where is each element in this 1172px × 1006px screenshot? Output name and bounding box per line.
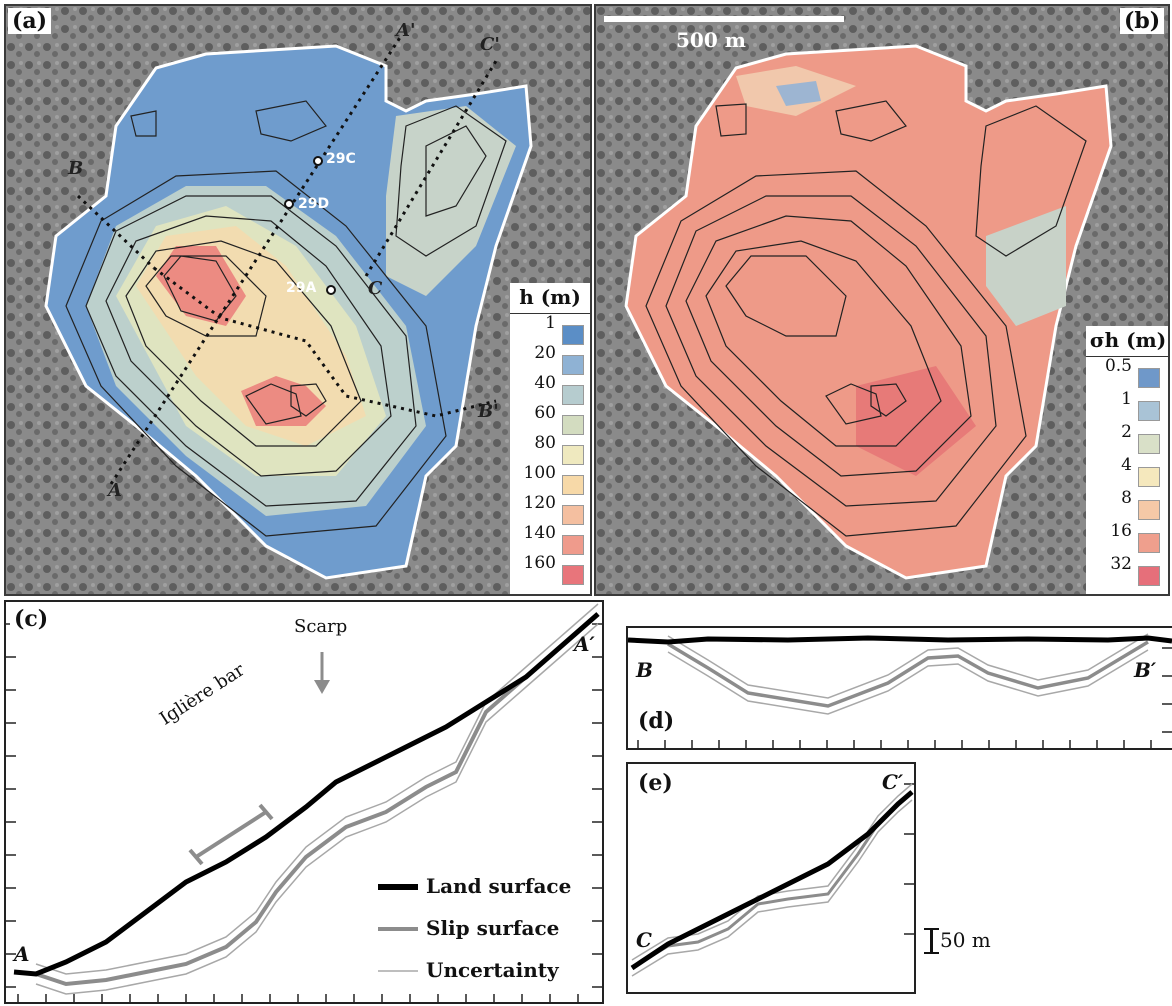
igliere-bar-line: [194, 810, 268, 859]
legend-swatch: [1138, 500, 1160, 520]
panel-a-tag: (a): [8, 8, 52, 34]
legend-value: 40: [534, 373, 556, 393]
legend-swatch: [1138, 401, 1160, 421]
legend-swatch: [1138, 467, 1160, 487]
legend-value: 160: [523, 553, 556, 573]
panel-b-tag: (b): [1120, 8, 1165, 34]
legend-value: 1: [1121, 389, 1132, 409]
panel-c-profile: (c) A A′ Scarp Iglière bar Land surface …: [4, 600, 604, 1004]
profile-b-svg: [627, 633, 1172, 748]
profile-b-end-label: B′: [1134, 658, 1157, 682]
uncertainty-upper-line: [35, 603, 599, 975]
vertical-scale-bar: [930, 928, 933, 954]
profile-a-end-label: A′: [574, 632, 595, 656]
scarp-label: Scarp: [294, 616, 348, 637]
depth-legend: h (m) 1 20 40 60 80 100 120 140 160: [510, 283, 590, 594]
legend-value: 8: [1121, 488, 1132, 508]
uncertainty-lower-line: [35, 623, 599, 995]
scale-bar: [604, 16, 844, 22]
legend-value: 100: [523, 463, 556, 483]
panel-b-svg: [596, 6, 1168, 594]
site-29c-label: 29C: [326, 151, 356, 167]
slip-surface-line: [667, 640, 1149, 708]
legend-swatch: [1138, 533, 1160, 553]
site-29a-label: 29A: [286, 280, 317, 296]
vertical-scale-cap-top: [924, 928, 939, 930]
uncertainty-upper-line: [631, 783, 913, 961]
uncertainty-lower-line: [631, 799, 913, 977]
land-surface-line: [630, 790, 914, 971]
legend-value: 32: [1110, 554, 1132, 574]
section-c-label: C: [368, 278, 383, 299]
vertical-scale-label: 50 m: [940, 928, 991, 952]
legend-value: 16: [1110, 521, 1132, 541]
slip-surface-line: [35, 612, 600, 987]
section-a-prime-label-top: A': [396, 20, 416, 41]
legend-slip-label: Slip surface: [426, 916, 560, 940]
legend-swatch: [1138, 434, 1160, 454]
vertical-scale-cap-bottom: [924, 952, 939, 954]
section-a-label: A: [108, 480, 122, 501]
profile-b-start-label: B: [636, 658, 653, 682]
legend-value: 0.5: [1104, 356, 1132, 376]
site-29a-marker: [326, 285, 336, 295]
igliere-bar-cap-left: [188, 848, 204, 866]
panel-e-profile: (e) C C′: [626, 762, 916, 994]
legend-value: 2: [1121, 422, 1132, 442]
site-29d-label: 29D: [298, 196, 330, 212]
legend-value: 80: [534, 433, 556, 453]
legend-value: 4: [1121, 455, 1132, 475]
panel-a-svg: [6, 6, 590, 594]
land-surface-line: [627, 635, 1172, 645]
igliere-bar-cap-right: [258, 803, 274, 821]
legend-swatch: [1138, 566, 1160, 586]
legend-uncertainty-label: Uncertainty: [426, 958, 559, 982]
panel-c-tag: (c): [10, 606, 53, 632]
section-c-prime-label: C': [480, 34, 500, 55]
depth-legend-title: h (m): [510, 283, 590, 314]
site-29c-marker: [313, 156, 323, 166]
legend-swatch: [562, 385, 584, 405]
panel-d-tag: (d): [634, 708, 679, 734]
panel-a-map: (a) A' C' B C B' A 29C 29D 29A h (m) 1 20…: [4, 4, 592, 596]
legend-value: 20: [534, 343, 556, 363]
profile-c-start-label: C: [636, 928, 652, 952]
legend-land-label: Land surface: [426, 874, 572, 898]
land-surface-line: [13, 612, 600, 977]
uncertainty-upper-line: [667, 633, 1149, 699]
legend-swatch: [562, 415, 584, 435]
panel-e-tag: (e): [634, 770, 677, 796]
site-29d-marker: [284, 199, 294, 209]
legend-value: 120: [523, 493, 556, 513]
profile-c-svg: [630, 783, 914, 977]
legend-swatch: [562, 475, 584, 495]
panel-d-profile: (d) B B′: [626, 626, 1172, 750]
legend-value: 1: [545, 313, 556, 333]
uncertainty-legend-title: σh (m): [1086, 326, 1168, 357]
scale-bar-label: 500 m: [676, 28, 746, 52]
legend-swatch: [562, 565, 584, 585]
section-b-prime-label: B': [478, 401, 499, 422]
profile-a-svg: [6, 603, 602, 1002]
uncertainty-lower-line: [667, 649, 1149, 715]
legend-swatch: [562, 505, 584, 525]
profile-c-end-label: C′: [882, 770, 904, 794]
scarp-arrowhead: [314, 680, 330, 694]
legend-swatch: [562, 445, 584, 465]
uncertainty-outline: [624, 44, 1113, 580]
legend-value: 140: [523, 523, 556, 543]
legend-swatch: [562, 535, 584, 555]
legend-swatch: [562, 325, 584, 345]
legend-swatch: [562, 355, 584, 375]
section-b-label: B: [68, 158, 84, 179]
uncertainty-legend: σh (m) 0.5 1 2 4 8 16 32: [1086, 326, 1168, 594]
profile-a-start-label: A: [14, 942, 30, 966]
legend-value: 60: [534, 403, 556, 423]
panel-b-map: 500 m (b) σh (m) 0.5 1 2 4 8 16 32: [594, 4, 1170, 596]
legend-swatch: [1138, 368, 1160, 388]
